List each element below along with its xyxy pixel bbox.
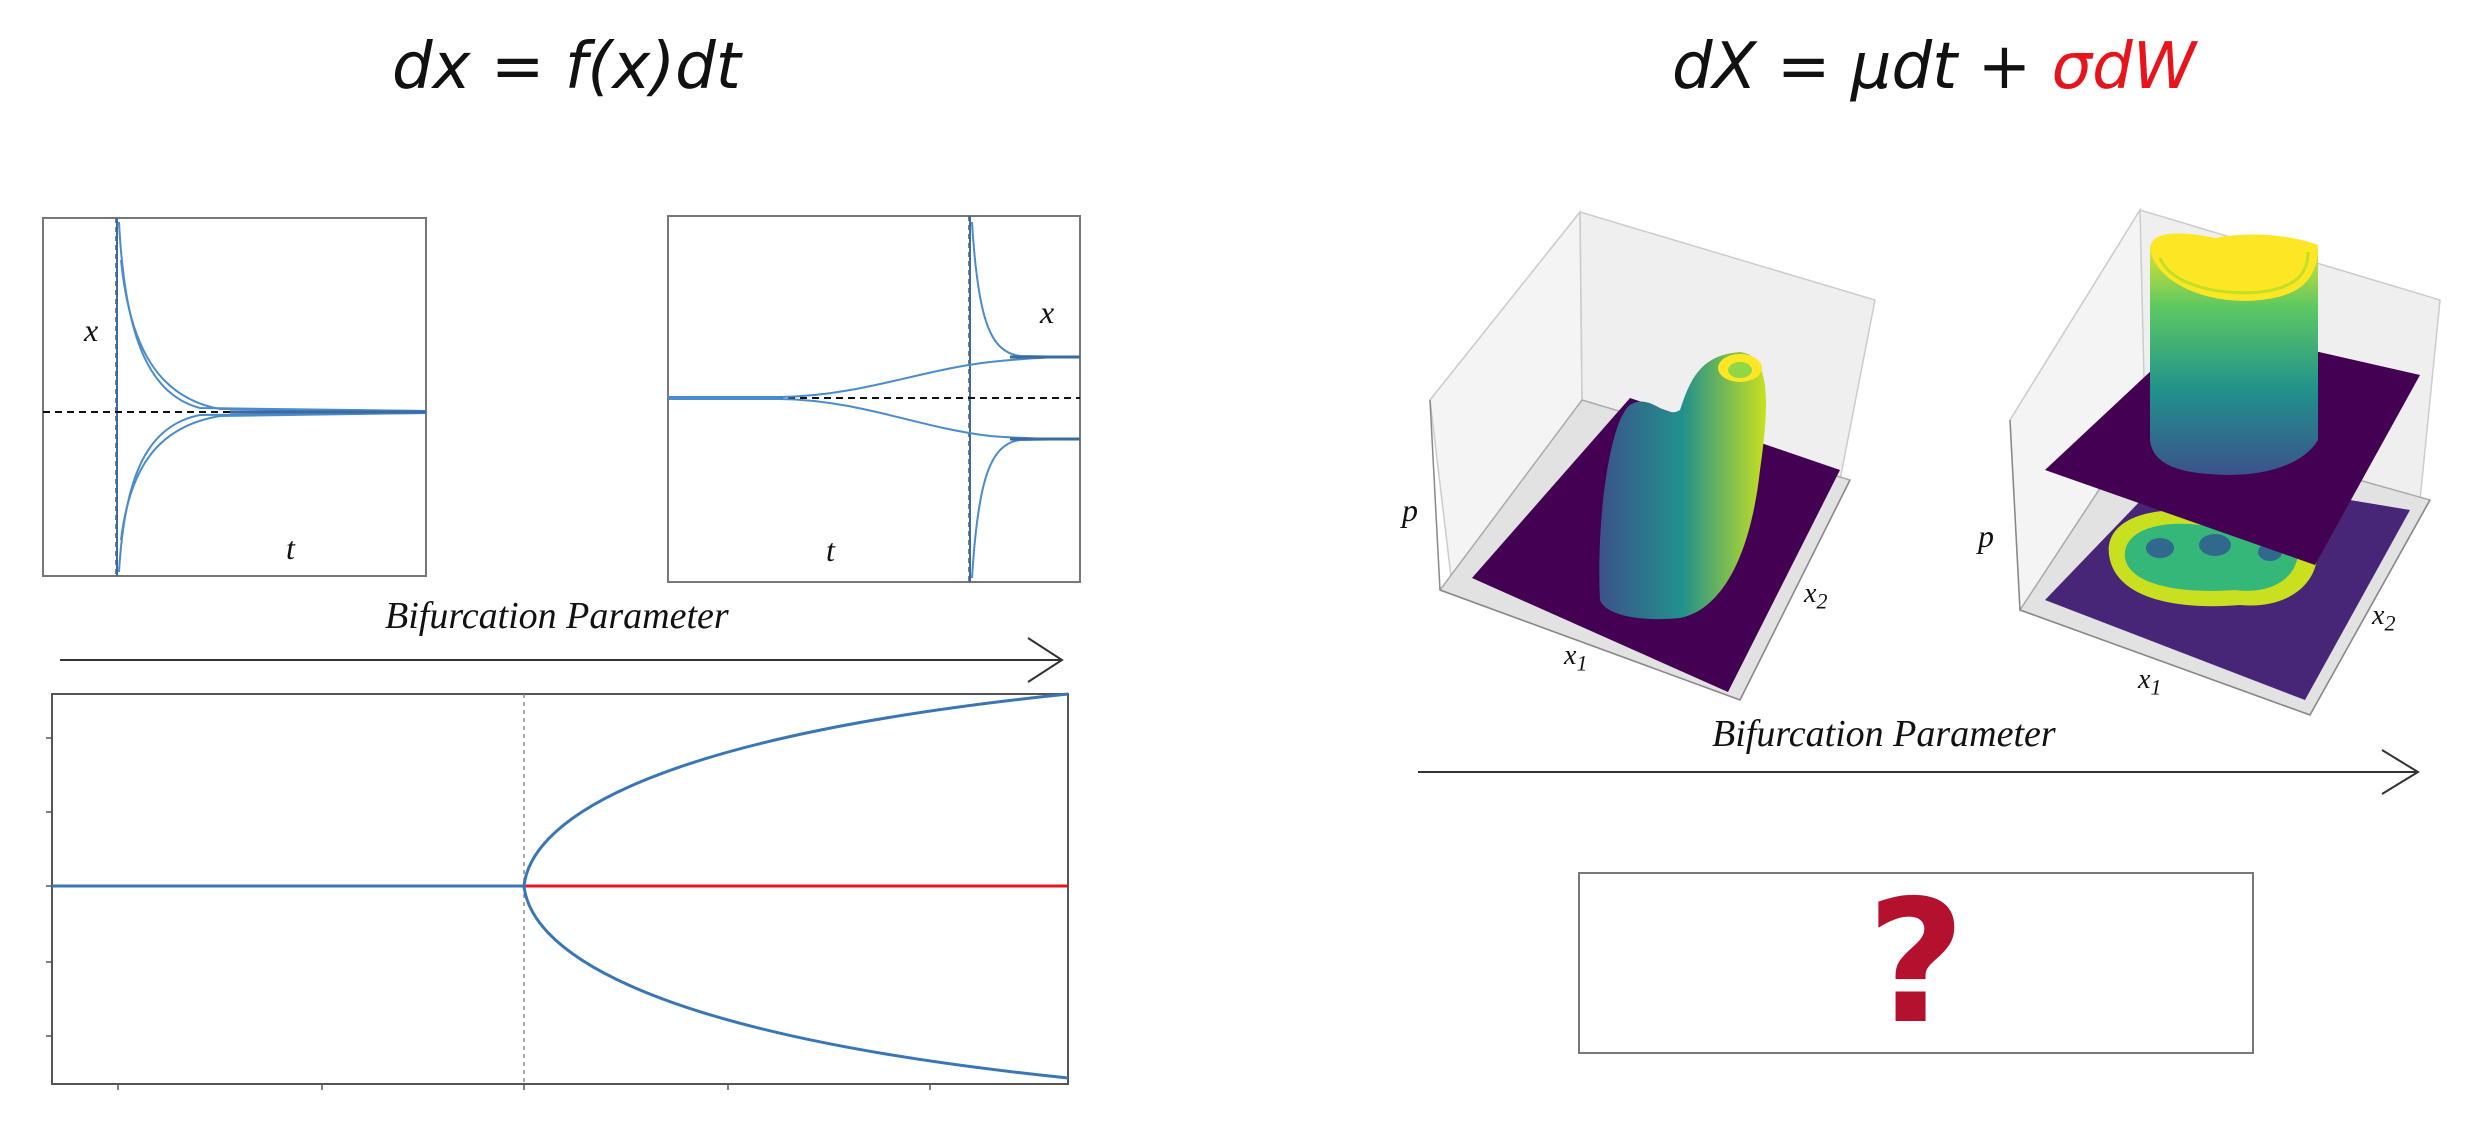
surface-1-x-label: x1 [1564,640,1587,677]
surface-2-x-label-main: x [2138,664,2151,695]
eq-lhs: dX [1672,30,1757,104]
surface-1-z-label: p [1402,492,1418,528]
left-bifurcation-parameter-label: Bifurcation Parameter [385,595,729,637]
eq-plus: + [1977,30,2032,104]
surface-2-x-label: x1 [2138,664,2161,701]
top-right-x-label: t [826,532,835,568]
surface-2-z-label: p [1978,518,1994,554]
unknown-result-box: ? [1578,872,2254,1054]
eq-rhs: f(x)dt [564,30,741,104]
eq-lhs: dx [392,30,471,104]
eq-drift-term: μdt [1850,30,1958,104]
stochastic-equation: dX = μdt + σdW [1672,30,2196,104]
surface-2-y-label: x2 [2372,600,2395,637]
eq-noise-term: σdW [2051,30,2196,104]
question-mark-icon: ? [1866,864,1966,1062]
top-left-y-label: x [84,312,99,348]
surface-1-y-label-main: x [1804,578,1817,609]
surface-1-x-label-sub: 1 [1576,650,1588,676]
surface-1-x-label-main: x [1564,640,1577,671]
top-right-y-label: x [1040,294,1055,330]
eq-sign: = [490,30,545,104]
eq-sign: = [1776,30,1831,104]
surface-2-y-label-main: x [2372,600,2385,631]
top-left-x-label: t [286,530,295,566]
surface-2-x-label-sub: 1 [2150,674,2162,700]
surface-1-y-label-sub: 2 [1816,588,1828,614]
surface-1-y-label: x2 [1804,578,1827,615]
surface-2-y-label-sub: 2 [2384,610,2396,636]
right-bifurcation-parameter-label: Bifurcation Parameter [1712,713,2056,755]
deterministic-equation: dx = f(x)dt [392,30,741,104]
